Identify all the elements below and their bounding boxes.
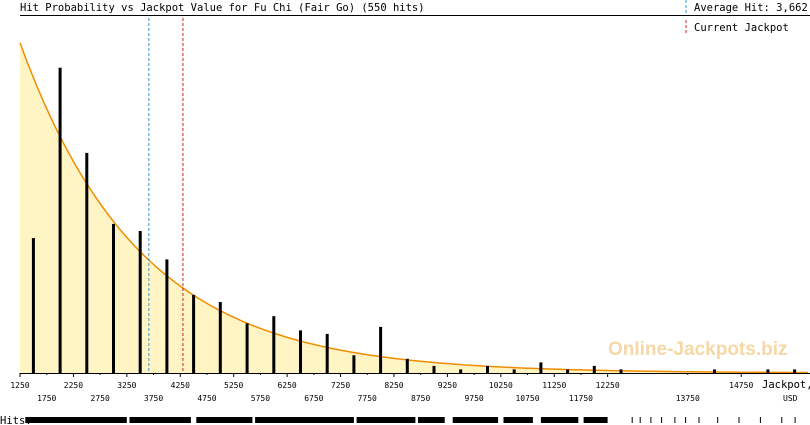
hits-segment	[25, 417, 127, 423]
hit-bar	[272, 316, 276, 373]
hits-strip	[25, 417, 796, 423]
x-tick-label: 2750	[91, 394, 110, 403]
x-tick-label: 4750	[197, 394, 216, 403]
hit-bar	[539, 362, 543, 373]
hits-tick	[698, 417, 700, 423]
x-tick-label: 8250	[384, 381, 403, 390]
hit-bar	[352, 355, 356, 374]
hit-bar	[459, 369, 463, 373]
x-tick-label: 9750	[464, 394, 483, 403]
hits-segment	[540, 417, 579, 423]
hit-bar	[592, 365, 596, 373]
x-tick-label: 11750	[569, 394, 593, 403]
hits-tick	[717, 417, 719, 423]
hits-tick	[631, 417, 633, 423]
hits-segment	[503, 417, 533, 423]
hits-tick	[759, 417, 761, 423]
x-tick-label: 14750	[729, 381, 753, 390]
hits-segment	[452, 417, 499, 423]
x-tick-label: 4250	[171, 381, 190, 390]
hit-bar	[566, 369, 570, 373]
x-tick-label: 7250	[331, 381, 350, 390]
x-tick-label: 6750	[304, 394, 323, 403]
hits-segment	[129, 417, 191, 423]
chart-title: Hit Probability vs Jackpot Value for Fu …	[20, 2, 425, 14]
x-tick-label: 7750	[358, 394, 377, 403]
hits-tick	[650, 417, 652, 423]
hit-bar	[245, 323, 249, 373]
x-tick-label: 8750	[411, 394, 430, 403]
hit-bar	[299, 330, 302, 373]
hit-bar	[112, 223, 115, 373]
x-tick-label: 3250	[117, 381, 136, 390]
hit-bar	[165, 259, 169, 373]
legend-average-label: Average Hit: 3,662	[694, 2, 808, 14]
hits-segment	[356, 417, 416, 423]
x-tick-label: 6250	[277, 381, 296, 390]
x-tick-label: 2250	[64, 381, 83, 390]
x-tick-label: 5750	[251, 394, 270, 403]
hit-bar	[379, 326, 383, 373]
hit-bar	[218, 302, 222, 373]
hits-tick	[674, 417, 676, 423]
x-tick-label: 12250	[596, 381, 620, 390]
legend-current-label: Current Jackpot	[694, 22, 789, 34]
watermark: Online-Jackpots.biz	[608, 339, 787, 360]
x-tick-label: 13750	[676, 394, 700, 403]
hit-bar	[138, 231, 142, 373]
hit-bar	[325, 333, 329, 373]
hits-tick	[781, 417, 783, 423]
x-tick-label: 9250	[438, 381, 457, 390]
x-ticks-group: 1250 2250 3250 4250 5250 6250 7250 8250 9250 1025…	[10, 373, 753, 403]
x-axis-unit: USD	[783, 394, 798, 403]
hits-tick	[738, 417, 740, 423]
hits-tick	[794, 417, 796, 423]
hit-bar	[793, 369, 797, 373]
probability-curve-group	[19, 42, 808, 374]
x-tick-label: 10250	[489, 381, 513, 390]
hit-bar	[432, 365, 436, 373]
hit-bar	[713, 369, 716, 373]
hits-tick	[639, 417, 641, 423]
x-axis-label: Jackpot,	[762, 379, 810, 391]
hit-bar	[58, 67, 62, 373]
hits-segment	[418, 417, 445, 423]
hits-label: Hits:	[0, 415, 32, 425]
hit-bar	[31, 238, 35, 373]
hit-bar	[192, 294, 196, 373]
x-tick-label: 5250	[224, 381, 243, 390]
hits-segment	[255, 417, 354, 423]
hit-bar	[619, 369, 623, 373]
probability-area	[20, 42, 808, 374]
hits-segment	[196, 417, 253, 423]
x-tick-label: 1250	[10, 381, 29, 390]
hits-tick	[661, 417, 663, 423]
reference-lines-group	[148, 18, 184, 373]
probability-curve	[19, 42, 808, 374]
hit-bar	[405, 358, 409, 373]
x-tick-label: 1750	[37, 394, 56, 403]
hits-segment	[583, 417, 608, 423]
x-tick-label: 11250	[542, 381, 566, 390]
hit-bar	[512, 369, 516, 373]
bars-group	[31, 67, 797, 374]
hit-bar	[766, 369, 770, 373]
x-tick-label: 3750	[144, 394, 163, 403]
x-tick-label: 10750	[515, 394, 539, 403]
hits-tick	[685, 417, 687, 423]
hit-bar	[486, 365, 489, 373]
hit-bar	[85, 152, 89, 373]
